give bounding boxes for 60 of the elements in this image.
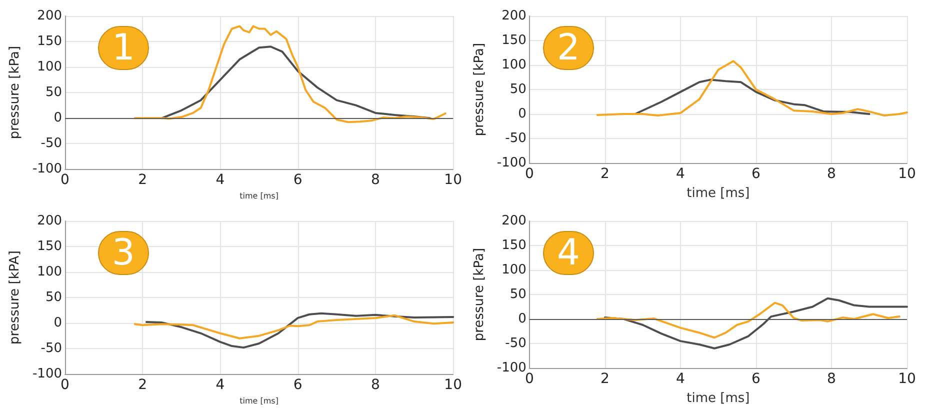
y-tick-label: 150 (37, 34, 62, 50)
x-tick-label: 8 (371, 172, 380, 188)
x-tick-label: 10 (444, 377, 462, 394)
chart-title: 2 (557, 28, 580, 68)
x-axis-title: time [ms] (240, 192, 278, 200)
x-tick-label: 2 (138, 172, 148, 188)
x-tick-label: 4 (216, 377, 225, 394)
x-axis-title: time [ms] (686, 186, 750, 201)
y-tick-label: -100 (32, 162, 62, 177)
chart-title: 3 (112, 232, 135, 274)
y-tick-label: 200 (502, 214, 526, 228)
y-tick-label: 50 (510, 82, 526, 97)
y-axis-title: pressure [kPa] (472, 248, 487, 342)
y-tick-label: 100 (502, 58, 526, 72)
y-tick-label: -100 (496, 156, 526, 170)
x-axis-title: time [ms] (686, 391, 750, 406)
y-tick-label: 200 (502, 8, 526, 24)
x-tick-label: 8 (827, 166, 836, 182)
y-tick-label: -50 (40, 136, 62, 152)
x-tick-label: 4 (216, 172, 225, 188)
chart-title: 1 (112, 28, 135, 68)
x-tick-label: 8 (371, 377, 380, 394)
y-tick-label: 100 (502, 262, 526, 278)
x-tick-label: 6 (752, 371, 760, 387)
y-tick-label: 150 (37, 239, 62, 254)
y-tick-label: 50 (510, 287, 526, 302)
y-tick-label: 200 (37, 214, 62, 228)
x-tick-label: 6 (293, 377, 302, 394)
x-tick-label: 6 (293, 172, 302, 188)
y-tick-label: -50 (40, 341, 62, 356)
y-axis-title: pressure [kPA] (8, 250, 23, 344)
x-tick-label: 2 (600, 166, 610, 182)
x-tick-label: 10 (898, 166, 916, 182)
x-tick-label: 6 (752, 166, 760, 182)
y-tick-label: -50 (505, 336, 526, 351)
x-tick-label: 2 (138, 377, 148, 394)
y-tick-label: 50 (45, 290, 62, 306)
x-tick-label: 4 (676, 166, 685, 182)
y-tick-label: -100 (496, 360, 526, 376)
y-tick-label: 0 (518, 106, 526, 122)
y-tick-label: 0 (54, 110, 62, 126)
y-tick-label: 200 (37, 8, 62, 24)
x-tick-label: 8 (827, 371, 836, 387)
x-tick-label: 10 (444, 172, 462, 188)
y-axis-title: pressure [kPa] (8, 46, 23, 140)
y-tick-label: 50 (45, 85, 62, 100)
y-tick-label: -50 (505, 131, 526, 146)
chart-title: 4 (557, 232, 580, 274)
y-tick-label: 150 (502, 238, 526, 253)
x-tick-label: 4 (676, 371, 685, 387)
y-tick-label: 100 (37, 60, 62, 75)
y-tick-label: 0 (54, 316, 62, 331)
x-axis-title: time [ms] (240, 396, 278, 406)
x-tick-label: 2 (600, 371, 610, 387)
y-tick-label: 100 (37, 264, 62, 280)
x-tick-label: 10 (898, 371, 916, 387)
y-tick-label: 0 (518, 312, 526, 326)
y-tick-label: -100 (32, 366, 62, 382)
y-tick-label: 150 (502, 33, 526, 48)
y-axis-title: pressure [kPa] (472, 42, 487, 136)
